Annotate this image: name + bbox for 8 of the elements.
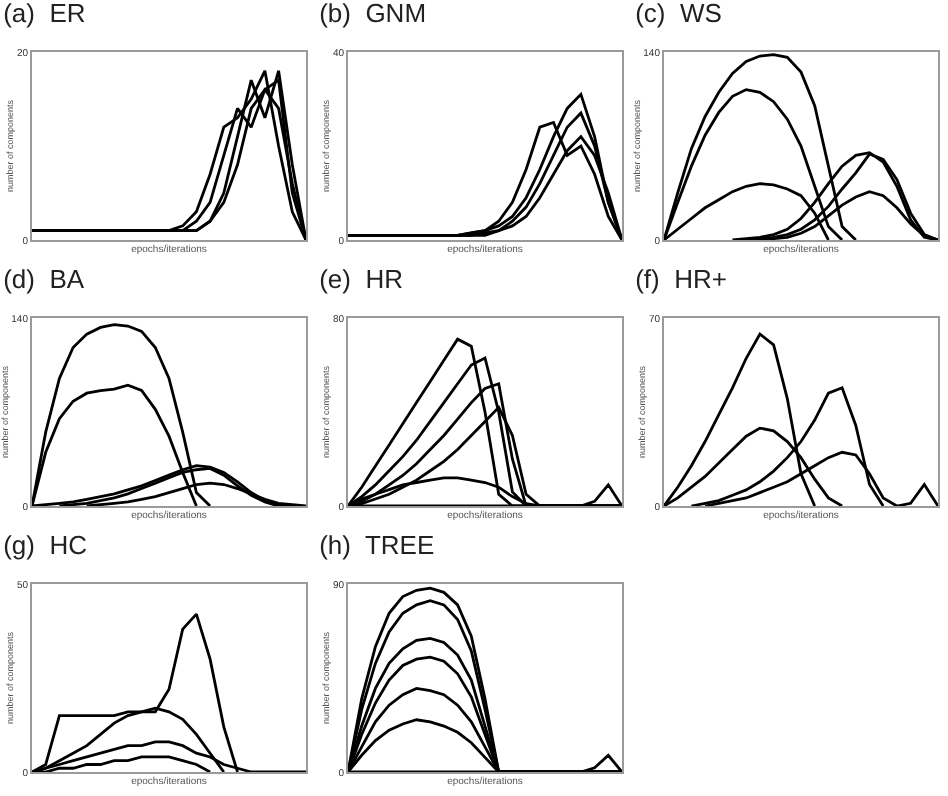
chart-title: (f) HR+ xyxy=(635,264,727,295)
chart-title: (d) BA xyxy=(3,264,85,295)
chart-title: (c) WS xyxy=(635,0,723,29)
chart-title: (e) HR xyxy=(319,264,403,295)
chart-title: (g) HC xyxy=(3,530,87,561)
chart-title: (a) ER xyxy=(3,0,86,29)
chart-title: (h) TREE xyxy=(319,530,435,561)
chart-title: (b) GNM xyxy=(319,0,427,29)
